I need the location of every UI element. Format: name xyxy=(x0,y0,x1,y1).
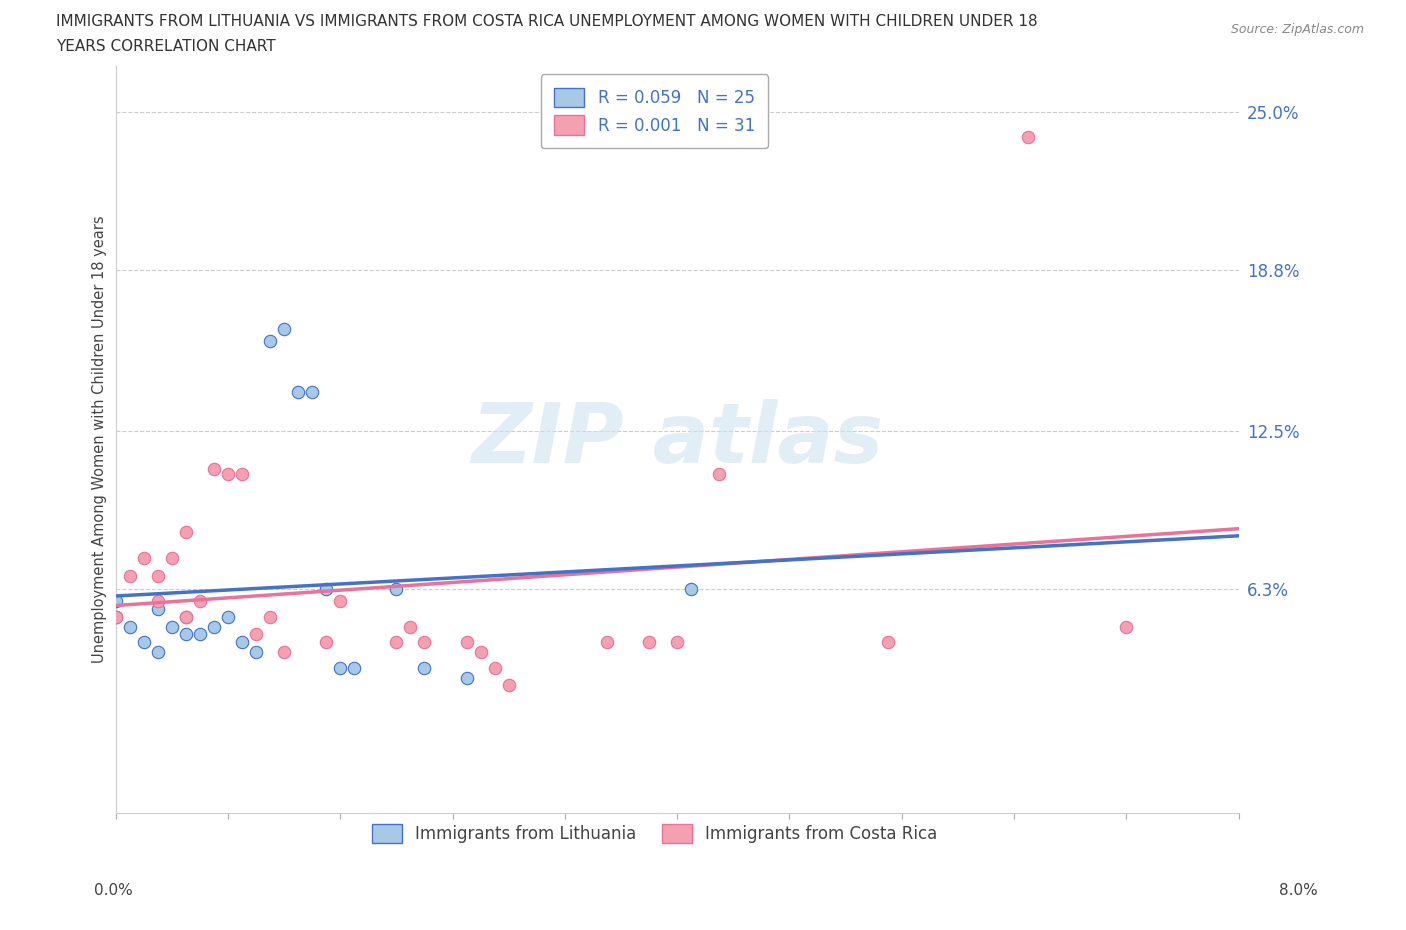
Point xyxy=(287,385,309,400)
Point xyxy=(666,634,689,649)
Text: 0.0%: 0.0% xyxy=(94,883,134,897)
Point xyxy=(202,461,225,476)
Point xyxy=(273,644,295,659)
Point xyxy=(245,627,267,642)
Point xyxy=(132,551,155,565)
Point xyxy=(456,634,478,649)
Point xyxy=(259,334,281,349)
Point xyxy=(413,634,436,649)
Text: 8.0%: 8.0% xyxy=(1278,883,1317,897)
Point xyxy=(174,525,197,540)
Point xyxy=(315,581,337,596)
Point xyxy=(104,609,127,624)
Point xyxy=(104,609,127,624)
Point xyxy=(498,678,520,693)
Point xyxy=(1115,619,1137,634)
Point xyxy=(456,671,478,685)
Point xyxy=(329,594,352,609)
Point xyxy=(484,660,506,675)
Point xyxy=(259,609,281,624)
Text: ZIP atlas: ZIP atlas xyxy=(471,399,883,480)
Point xyxy=(245,644,267,659)
Point xyxy=(104,594,127,609)
Point xyxy=(118,619,141,634)
Point xyxy=(174,627,197,642)
Point xyxy=(174,609,197,624)
Point xyxy=(413,660,436,675)
Point xyxy=(146,644,169,659)
Point xyxy=(273,321,295,336)
Point xyxy=(202,619,225,634)
Point xyxy=(385,634,408,649)
Point xyxy=(146,568,169,583)
Point xyxy=(146,602,169,617)
Text: Source: ZipAtlas.com: Source: ZipAtlas.com xyxy=(1230,23,1364,36)
Point xyxy=(231,634,253,649)
Point xyxy=(118,568,141,583)
Point xyxy=(343,660,366,675)
Point xyxy=(188,594,211,609)
Point xyxy=(217,609,239,624)
Point xyxy=(399,619,422,634)
Point xyxy=(301,385,323,400)
Point xyxy=(709,467,731,482)
Point xyxy=(315,634,337,649)
Point xyxy=(146,594,169,609)
Text: IMMIGRANTS FROM LITHUANIA VS IMMIGRANTS FROM COSTA RICA UNEMPLOYMENT AMONG WOMEN: IMMIGRANTS FROM LITHUANIA VS IMMIGRANTS … xyxy=(56,14,1038,29)
Point xyxy=(876,634,898,649)
Point xyxy=(188,627,211,642)
Text: YEARS CORRELATION CHART: YEARS CORRELATION CHART xyxy=(56,39,276,54)
Point xyxy=(638,634,661,649)
Y-axis label: Unemployment Among Women with Children Under 18 years: Unemployment Among Women with Children U… xyxy=(93,216,107,663)
Point xyxy=(470,644,492,659)
Point xyxy=(160,551,183,565)
Point xyxy=(217,467,239,482)
Point xyxy=(329,660,352,675)
Point xyxy=(1017,130,1039,145)
Point xyxy=(596,634,619,649)
Point xyxy=(174,609,197,624)
Point xyxy=(160,619,183,634)
Point xyxy=(385,581,408,596)
Legend: Immigrants from Lithuania, Immigrants from Costa Rica: Immigrants from Lithuania, Immigrants fr… xyxy=(359,811,950,857)
Point xyxy=(231,467,253,482)
Point xyxy=(681,581,703,596)
Point xyxy=(132,634,155,649)
